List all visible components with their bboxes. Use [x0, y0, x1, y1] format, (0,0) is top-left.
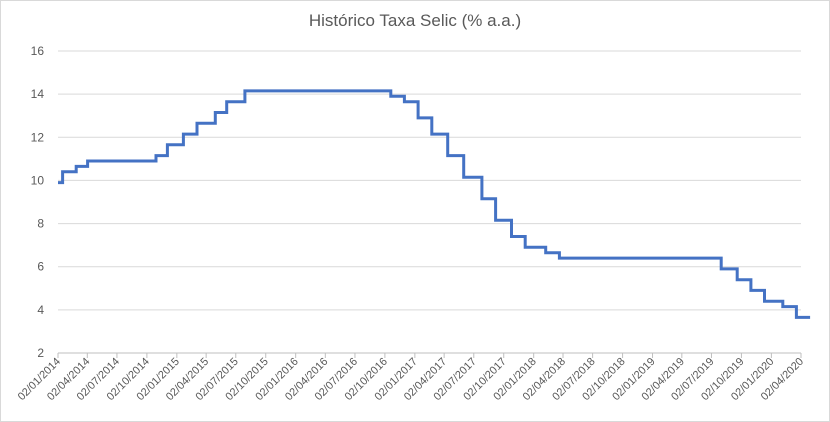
- chart-title: Histórico Taxa Selic (% a.a.): [308, 11, 522, 30]
- y-axis-ticks: 2 4 6 8 10 12 14 16: [31, 44, 45, 360]
- y-tick-label: 8: [37, 217, 44, 231]
- y-tick-label: 6: [37, 260, 44, 274]
- gridlines: [58, 50, 801, 354]
- y-tick-label: 12: [31, 130, 45, 144]
- x-axis-ticks: 02/01/201402/04/201402/07/201402/10/2014…: [16, 353, 806, 403]
- y-tick-label: 16: [31, 44, 45, 58]
- selic-rate-line: [58, 89, 811, 319]
- y-tick-label: 4: [37, 303, 44, 317]
- y-tick-label: 2: [37, 346, 44, 360]
- series-layer: [57, 89, 811, 319]
- y-tick-label: 14: [31, 87, 45, 101]
- y-tick-label: 10: [31, 173, 45, 187]
